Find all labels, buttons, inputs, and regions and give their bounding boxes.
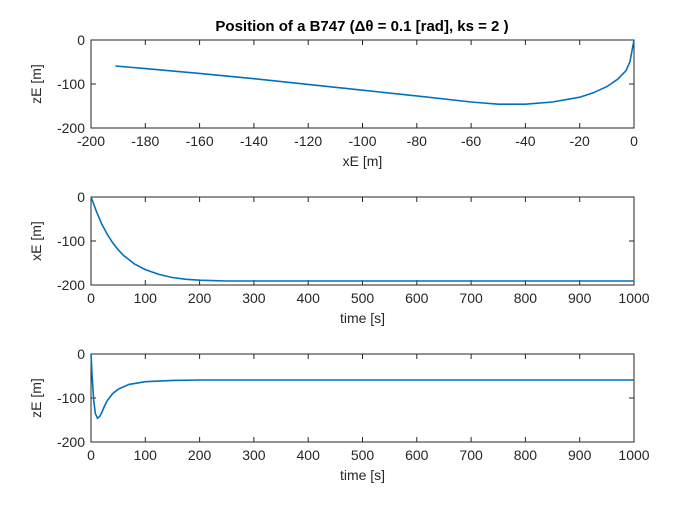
y-axis-label: zE [m] [28, 378, 44, 418]
y-axis-label: zE [m] [28, 64, 44, 104]
x-tick-label: 0 [87, 447, 95, 463]
x-tick-label: -160 [186, 133, 214, 149]
x-tick-label: -20 [570, 133, 590, 149]
y-tick-label: -100 [57, 390, 85, 406]
x-tick-label: 200 [188, 447, 212, 463]
x-tick-label: -120 [294, 133, 322, 149]
x-tick-label: 100 [134, 290, 158, 306]
series-line-1 [115, 39, 635, 105]
figure-title: Position of a B747 (Δθ = 0.1 [rad], ks =… [215, 18, 508, 35]
series-line-1 [90, 196, 634, 282]
x-tick-label: -100 [348, 133, 376, 149]
subplot-3: 0 100 200 300 400 500 600 700 800 900 1000 -200 -100… [28, 346, 650, 483]
x-tick-label: -180 [131, 133, 159, 149]
y-tick-label: -100 [57, 233, 85, 249]
x-tick-label: -140 [240, 133, 268, 149]
series-line-1 [90, 353, 634, 420]
y-tick-label: 0 [77, 346, 85, 362]
y-tick-label: 0 [77, 189, 85, 205]
y-axis-label: xE [m] [28, 221, 44, 261]
y-tick-label: -200 [57, 434, 85, 450]
x-axis-label: xE [m] [343, 153, 383, 169]
x-tick-label: 0 [87, 290, 95, 306]
axes-box [90, 39, 635, 129]
x-tick-label: 600 [405, 290, 429, 306]
x-tick-label: 0 [630, 133, 638, 149]
y-tick-label: -100 [57, 76, 85, 92]
x-axis-label: time [s] [340, 310, 385, 326]
x-tick-label: 600 [405, 447, 429, 463]
subplot-1: -200 -180 -160 -140 -120 -100 -80 -60 -40 -20 0-20… [28, 32, 638, 169]
x-tick-label: 500 [351, 290, 375, 306]
x-tick-label: 1000 [618, 447, 649, 463]
x-axis-label: time [s] [340, 467, 385, 483]
x-tick-label: 900 [568, 447, 592, 463]
x-tick-label: 500 [351, 447, 375, 463]
x-tick-label: -80 [407, 133, 427, 149]
x-tick-label: 700 [459, 290, 483, 306]
x-tick-label: -60 [461, 133, 481, 149]
x-tick-label: 400 [297, 290, 321, 306]
x-tick-label: 900 [568, 290, 592, 306]
x-tick-label: 200 [188, 290, 212, 306]
axes-box [90, 353, 635, 443]
x-tick-label: 800 [514, 290, 538, 306]
x-tick-label: 300 [242, 290, 266, 306]
x-tick-label: 800 [514, 447, 538, 463]
axes-box [90, 196, 635, 286]
x-tick-label: 300 [242, 447, 266, 463]
x-tick-label: 400 [297, 447, 321, 463]
subplot-2: 0 100 200 300 400 500 600 700 800 900 1000 -200 -100… [28, 189, 650, 326]
x-tick-label: 100 [134, 447, 158, 463]
y-tick-label: 0 [77, 32, 85, 48]
y-tick-label: -200 [57, 120, 85, 136]
x-tick-label: -200 [77, 133, 105, 149]
x-tick-label: -40 [515, 133, 535, 149]
x-tick-label: 700 [459, 447, 483, 463]
x-tick-label: 1000 [618, 290, 649, 306]
y-tick-label: -200 [57, 277, 85, 293]
